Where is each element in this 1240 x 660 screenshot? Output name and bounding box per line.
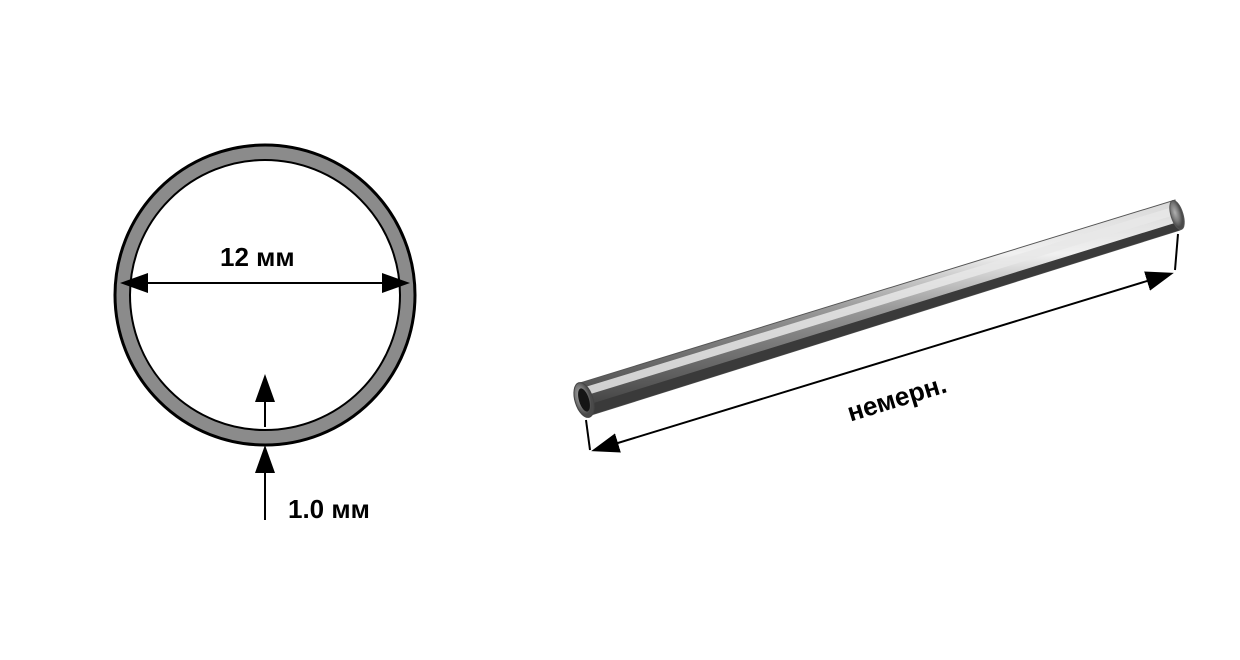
- thickness-label: 1.0 мм: [288, 494, 370, 525]
- diameter-label: 12 мм: [220, 242, 295, 273]
- technical-diagram: 12 мм 1.0 мм немерн.: [0, 0, 1240, 660]
- cross-section: [115, 145, 415, 520]
- diagram-svg: [0, 0, 1240, 660]
